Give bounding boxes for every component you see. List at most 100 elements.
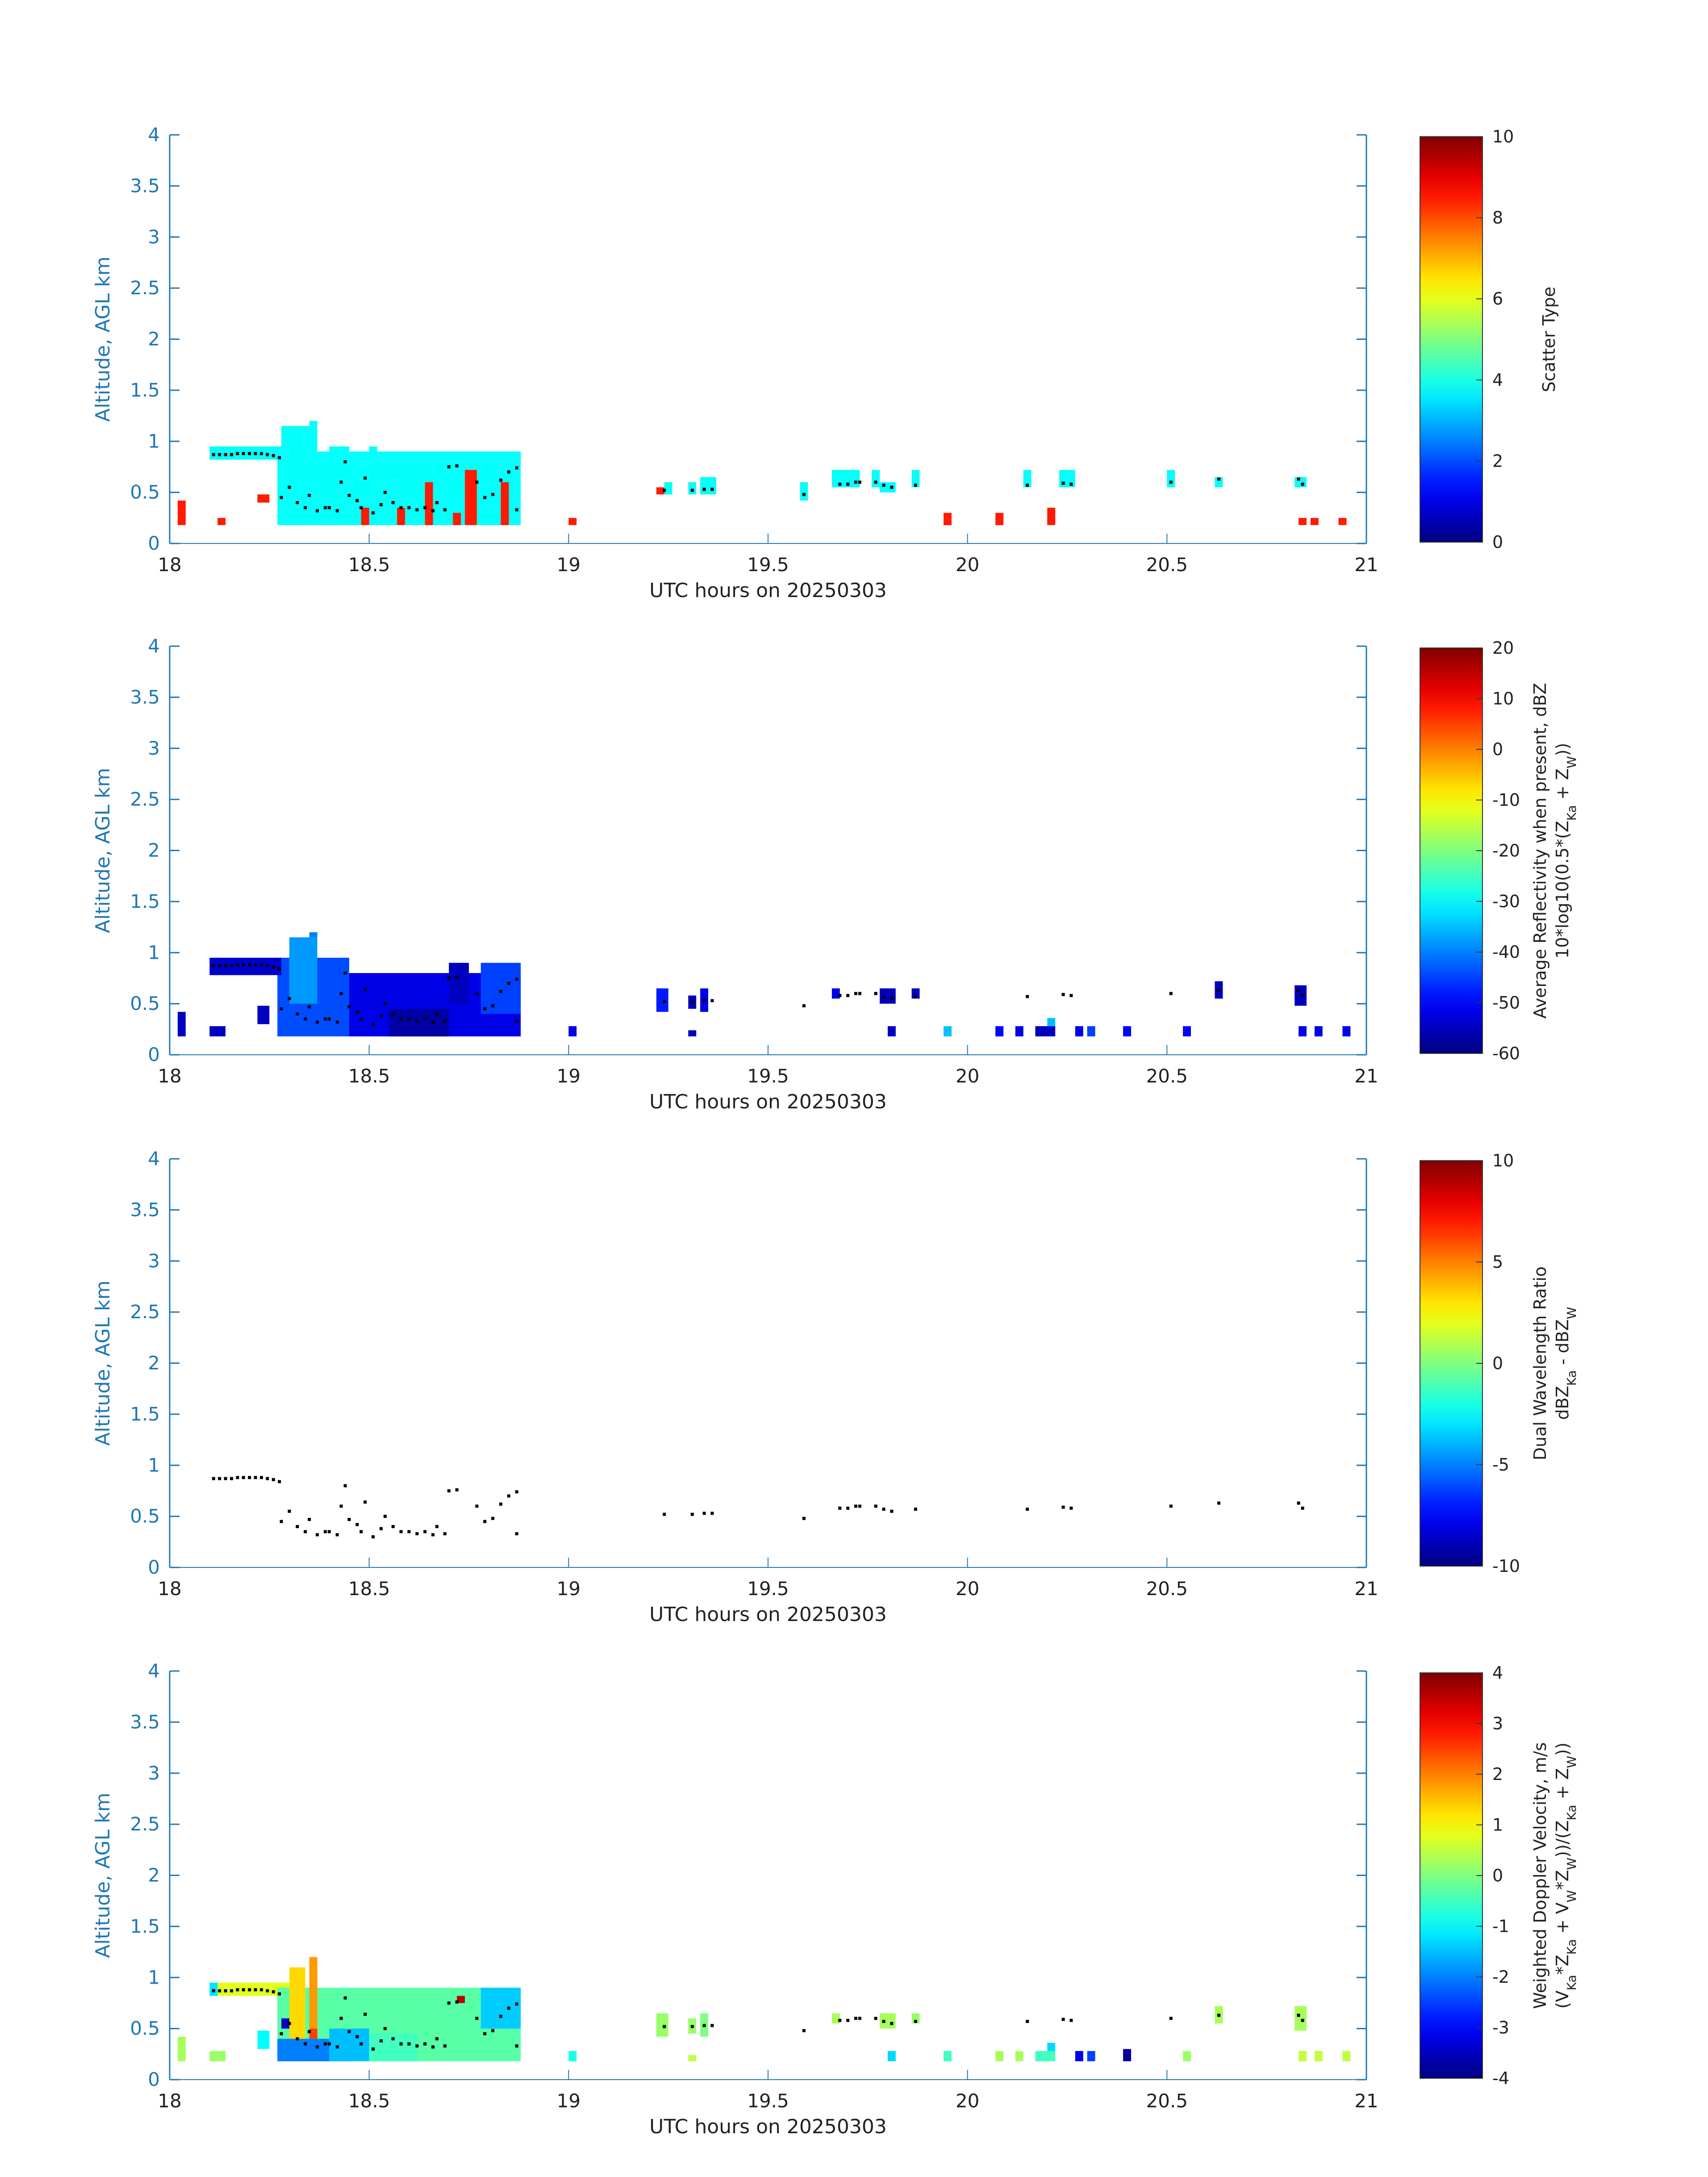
colorbar-tick-label: -10 bbox=[1492, 790, 1520, 810]
cloud-base-marker bbox=[515, 508, 518, 511]
cloud-base-marker bbox=[278, 1992, 281, 1996]
cloud-base-marker bbox=[266, 1477, 269, 1480]
cloud-base-marker bbox=[423, 1530, 427, 1534]
colorbar-tick-label: -40 bbox=[1492, 942, 1520, 962]
cloud-base-marker bbox=[355, 2035, 359, 2039]
data-cell bbox=[329, 446, 349, 462]
data-cell bbox=[1075, 1026, 1083, 1036]
y-tick-label: 0.5 bbox=[130, 481, 160, 503]
colorbar-label: Scatter Type bbox=[1539, 287, 1559, 392]
colorbar-tick-label: -60 bbox=[1492, 1044, 1520, 1063]
colorbar-label-part: *Z bbox=[1553, 1870, 1572, 1890]
cloud-base-marker bbox=[690, 1513, 694, 1516]
data-cell bbox=[1123, 1026, 1131, 1036]
cloud-base-marker bbox=[254, 963, 257, 967]
cloud-base-marker bbox=[882, 995, 885, 999]
y-tick-label: 4 bbox=[148, 1148, 160, 1170]
data-cell bbox=[688, 482, 697, 495]
data-cell bbox=[1123, 2049, 1131, 2061]
cloud-base-marker bbox=[854, 2017, 857, 2020]
cloud-base-marker bbox=[1061, 2018, 1065, 2021]
panel-3: 0 0.5 1 1.5 2 2.5 3 3.5 4 18 18.5 19 19.5 20 20.5 21 UTC… bbox=[92, 1148, 1579, 1626]
colorbar-tick-label: -4 bbox=[1492, 2068, 1509, 2088]
cloud-base-marker bbox=[327, 1017, 331, 1021]
colorbar-tick-label: -5 bbox=[1492, 1455, 1509, 1475]
data-cell bbox=[888, 2051, 896, 2061]
cloud-base-marker bbox=[266, 1989, 269, 1993]
y-tick-label: 4 bbox=[148, 1660, 160, 1682]
data-cell bbox=[800, 482, 808, 501]
data-cell bbox=[1183, 1026, 1191, 1036]
x-tick-label: 19 bbox=[557, 554, 580, 576]
cloud-base-marker bbox=[316, 1533, 319, 1537]
cloud-base-marker bbox=[447, 976, 451, 980]
cloud-base-marker bbox=[242, 963, 245, 967]
x-axis-label: UTC hours on 20250303 bbox=[649, 579, 887, 602]
cloud-base-marker bbox=[248, 1476, 251, 1479]
colorbar bbox=[1420, 1160, 1483, 1567]
cloud-base-marker bbox=[802, 1004, 806, 1007]
data-cell bbox=[1295, 2006, 1307, 2031]
colorbar-tick-label: 6 bbox=[1492, 289, 1503, 309]
cloud-base-marker bbox=[882, 484, 885, 487]
cloud-base-marker bbox=[491, 1517, 495, 1520]
colorbar-tick-label: 4 bbox=[1492, 370, 1503, 390]
cloud-base-marker bbox=[846, 994, 850, 997]
x-tick-label: 21 bbox=[1354, 2090, 1378, 2112]
cloud-base-marker bbox=[308, 494, 311, 497]
cloud-base-marker bbox=[491, 2029, 495, 2032]
data-cell bbox=[453, 513, 461, 525]
cloud-base-marker bbox=[431, 509, 435, 513]
cloud-base-marker bbox=[854, 1504, 857, 1508]
data-cell bbox=[664, 482, 672, 495]
y-tick-label: 2 bbox=[148, 840, 160, 861]
data-cell bbox=[425, 482, 433, 525]
cloud-base-marker bbox=[507, 470, 510, 474]
cloud-base-marker bbox=[507, 2006, 510, 2010]
cloud-base-marker bbox=[260, 1476, 263, 1479]
colorbar-tick-label: 1 bbox=[1492, 1815, 1503, 1835]
y-tick-label: 2.5 bbox=[130, 277, 160, 299]
data-cell bbox=[361, 507, 369, 525]
cloud-base-marker bbox=[415, 1020, 419, 1023]
y-tick-label: 1 bbox=[148, 1454, 160, 1476]
cloud-base-marker bbox=[383, 1002, 387, 1006]
x-tick-label: 18.5 bbox=[348, 2090, 390, 2112]
cloud-base-marker bbox=[483, 1520, 487, 1523]
y-tick-label: 1.5 bbox=[130, 1915, 160, 1937]
cloud-base-marker bbox=[846, 2018, 850, 2022]
cloud-base-marker bbox=[1297, 989, 1300, 992]
colorbar-label-subscript: W bbox=[1564, 1890, 1579, 1902]
cloud-base-marker bbox=[423, 1017, 427, 1021]
cloud-base-marker bbox=[399, 1530, 403, 1534]
cloud-base-marker bbox=[491, 493, 495, 496]
x-tick-label: 18.5 bbox=[348, 1578, 390, 1600]
data-cell bbox=[1295, 985, 1307, 1006]
data-cell bbox=[397, 507, 405, 525]
cloud-base-marker bbox=[224, 1477, 227, 1480]
cloud-base-marker bbox=[890, 2022, 894, 2025]
data-cell bbox=[1167, 470, 1175, 488]
cloud-base-marker bbox=[1026, 484, 1029, 487]
data-cell bbox=[309, 421, 317, 426]
data-cell bbox=[700, 477, 716, 495]
data-cell bbox=[656, 487, 664, 495]
data-cell bbox=[1183, 2051, 1191, 2061]
cloud-base-marker bbox=[218, 453, 221, 456]
x-tick-label: 20 bbox=[956, 554, 979, 576]
cloud-base-marker bbox=[475, 481, 479, 484]
data-cell bbox=[911, 2013, 920, 2024]
data-cell bbox=[1087, 2051, 1095, 2061]
cloud-base-marker bbox=[483, 2032, 487, 2035]
cloud-base-marker bbox=[363, 2013, 367, 2016]
x-tick-label: 18 bbox=[158, 554, 181, 576]
cloud-base-marker bbox=[407, 2042, 411, 2046]
cloud-base-marker bbox=[254, 1988, 257, 1992]
y-tick-label: 0.5 bbox=[130, 993, 160, 1015]
data-cell bbox=[457, 1996, 465, 2003]
cloud-base-marker bbox=[435, 1525, 438, 1528]
data-cell bbox=[1342, 1026, 1351, 1036]
x-tick-label: 18 bbox=[158, 1065, 181, 1087]
cloud-base-marker bbox=[391, 1525, 395, 1528]
